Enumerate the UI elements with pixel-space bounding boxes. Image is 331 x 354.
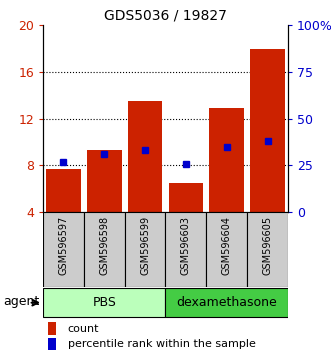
Bar	[84, 212, 125, 287]
Text: percentile rank within the sample: percentile rank within the sample	[68, 339, 256, 349]
Text: PBS: PBS	[92, 296, 116, 309]
Bar	[247, 212, 288, 287]
Bar	[43, 212, 84, 287]
Text: dexamethasone: dexamethasone	[176, 296, 277, 309]
Bar	[250, 50, 285, 212]
Text: GSM596604: GSM596604	[222, 216, 232, 275]
Title: GDS5036 / 19827: GDS5036 / 19827	[104, 8, 227, 22]
Text: GSM596598: GSM596598	[99, 216, 109, 275]
Bar	[43, 288, 166, 317]
Bar	[168, 183, 203, 212]
Text: GSM596597: GSM596597	[59, 216, 69, 275]
Bar	[48, 322, 56, 335]
Text: GSM596599: GSM596599	[140, 216, 150, 275]
Bar	[48, 338, 56, 350]
Text: agent: agent	[3, 295, 40, 308]
Bar	[128, 101, 163, 212]
Text: GSM596603: GSM596603	[181, 216, 191, 275]
Bar	[87, 150, 121, 212]
Text: count: count	[68, 324, 99, 333]
Text: GSM596605: GSM596605	[262, 216, 272, 275]
Bar	[206, 212, 247, 287]
Bar	[166, 212, 206, 287]
Bar	[125, 212, 166, 287]
Bar	[166, 288, 288, 317]
Bar	[46, 169, 81, 212]
Bar	[210, 108, 244, 212]
